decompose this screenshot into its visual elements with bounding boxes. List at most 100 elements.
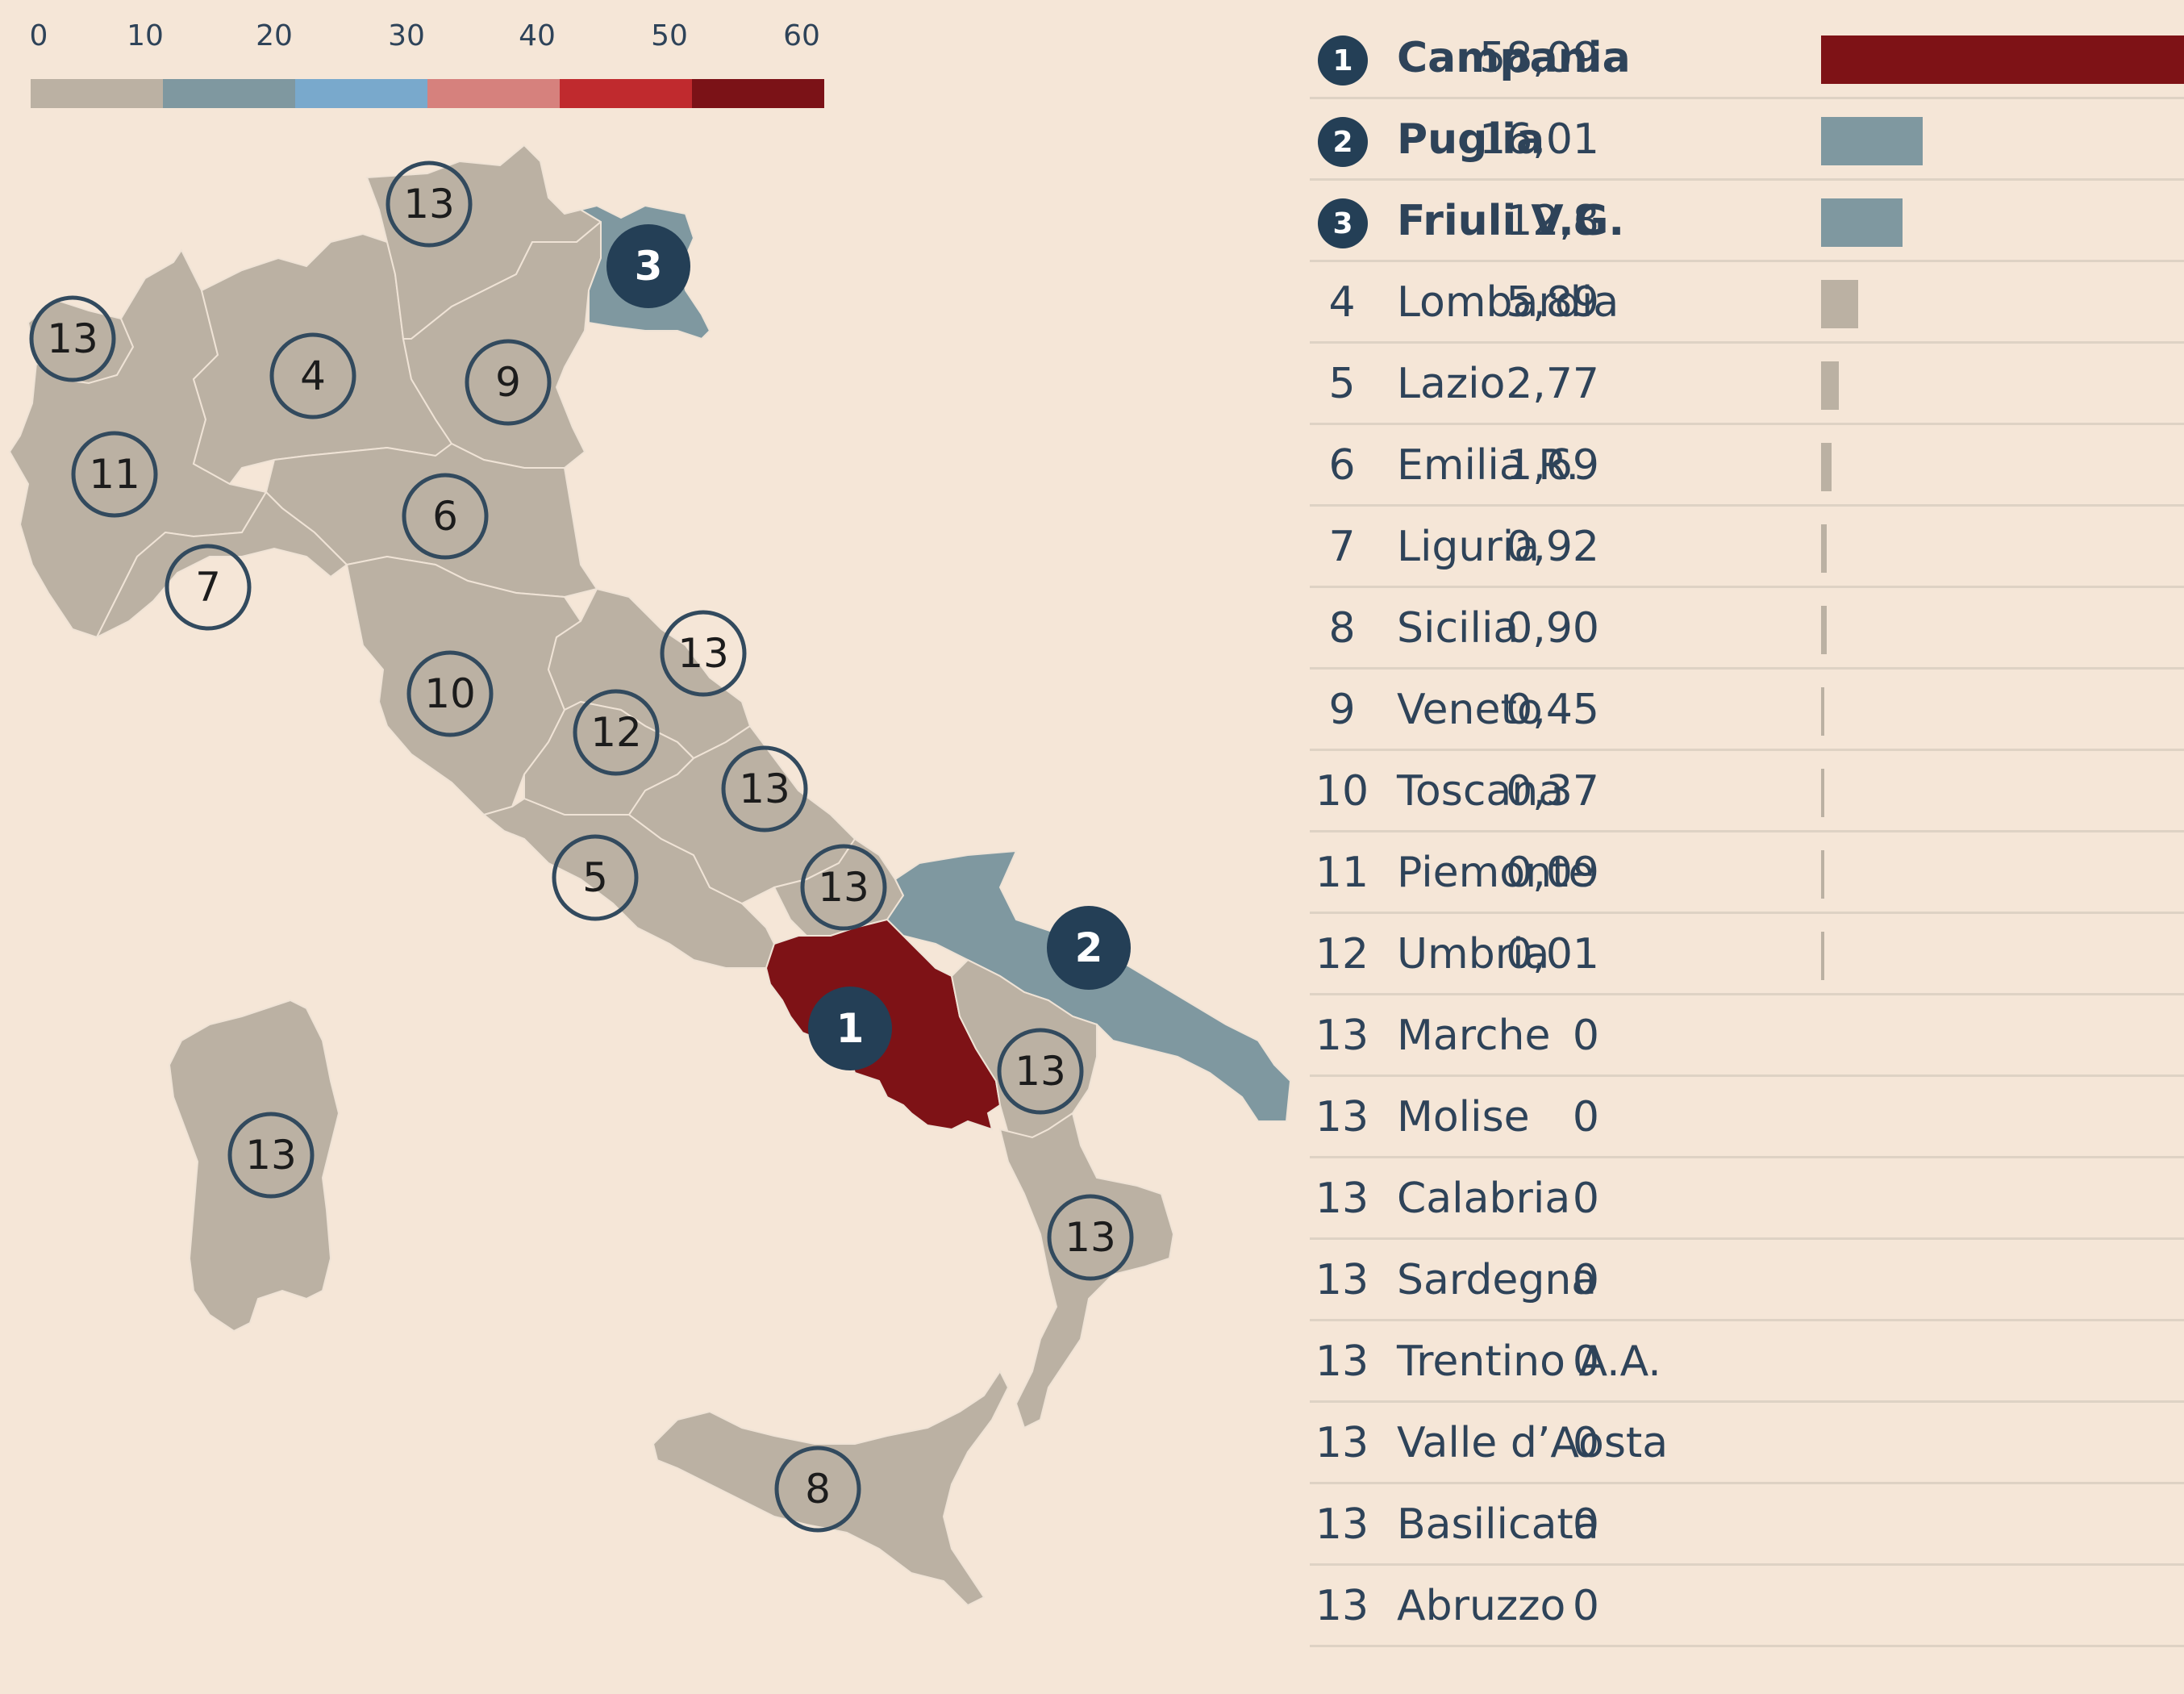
rank-number: 6 (1328, 441, 1356, 490)
badge-label: 6 (432, 493, 458, 540)
badge-circle (1047, 1194, 1134, 1281)
badge-label: 13 (739, 766, 790, 812)
badge-circle (1047, 906, 1131, 990)
ranking-row: 7 Liguria 0,92 (1310, 507, 2184, 588)
map-badge-basilicata: 13 (997, 1028, 1084, 1115)
map-badge-molise: 13 (800, 844, 887, 931)
rank-badge: 1 (1318, 35, 1368, 86)
ranking-row: 1 Campania 58,09 (1310, 18, 2184, 99)
rank-number: 13 (1315, 1175, 1369, 1223)
region-name: Liguria (1397, 523, 1540, 571)
badge-circle (660, 610, 747, 697)
map-badge-sardegna: 13 (227, 1112, 315, 1199)
badge-label: 4 (300, 353, 326, 399)
badge-label: 13 (245, 1132, 297, 1179)
rank-number: 12 (1315, 930, 1369, 978)
badge-label: 2 (1075, 924, 1103, 971)
ranking-row: 6 Emilia R. 1,69 (1310, 425, 2184, 507)
badge-circle (406, 650, 494, 737)
ranking-row: 3 Friuli V.G. 12,8 (1310, 181, 2184, 262)
badge-label: 10 (424, 670, 476, 717)
region-basilicata[interactable] (950, 958, 1098, 1139)
legend-tick: 60 (783, 19, 820, 52)
ranking-row: 11 Piemonte 0,09 (1310, 832, 2184, 914)
legend-tick: 0 (29, 19, 48, 52)
rank-number: 13 (1315, 1500, 1369, 1549)
region-value: 0 (1572, 1582, 1599, 1630)
region-name: Marche (1397, 1012, 1551, 1060)
value-bar (1821, 769, 1824, 817)
region-value: 12,8 (1506, 197, 1599, 245)
badge-label: 12 (590, 709, 642, 756)
map-badge-abruzzo: 13 (721, 745, 808, 832)
badge-circle (465, 339, 552, 426)
ranking-row: 5 Lazio 2,77 (1310, 344, 2184, 425)
legend-bar-10-20 (163, 79, 295, 108)
badge-label: 11 (89, 451, 140, 498)
region-value: 0,09 (1506, 849, 1599, 897)
region-name: Puglia (1397, 115, 1545, 164)
region-sicilia[interactable] (652, 1370, 1010, 1607)
badge-label: 13 (1015, 1048, 1066, 1095)
ranking-list: 1 Campania 58,09 2 Puglia 16,01 3 Friuli V.G. 12… (1310, 18, 2184, 1647)
region-sardegna[interactable] (168, 999, 340, 1333)
badge-label: 13 (818, 864, 869, 911)
badge-circle (386, 161, 473, 248)
legend-tick: 40 (519, 19, 556, 52)
ranking-row: 13 Abruzzo 0 (1310, 1566, 2184, 1647)
region-name: Calabria (1397, 1175, 1571, 1223)
region-name: Campania (1397, 34, 1631, 82)
map-badge-marche: 13 (660, 610, 747, 697)
region-name: Lazio (1397, 360, 1506, 408)
region-value: 16,01 (1479, 115, 1599, 164)
map-badge-puglia: 2 (1047, 906, 1131, 990)
map-badge-piemonte: 11 (71, 431, 158, 518)
region-value: 0 (1572, 1337, 1599, 1386)
badge-circle (165, 544, 252, 631)
region-value: 0,01 (1506, 930, 1599, 978)
badge-label: 8 (805, 1466, 831, 1512)
ranking-row: 9 Veneto 0,45 (1310, 670, 2184, 751)
region-name: Sardegna (1397, 1256, 1598, 1304)
rank-number: 13 (1315, 1582, 1369, 1630)
value-bar (1821, 117, 1924, 165)
region-value: 0,90 (1506, 604, 1599, 653)
region-value: 0 (1572, 1256, 1599, 1304)
region-name: Trentino A.A. (1397, 1337, 1661, 1386)
ranking-row: 2 Puglia 16,01 (1310, 99, 2184, 181)
region-name: Emilia R. (1397, 441, 1580, 490)
badge-label: 13 (677, 630, 729, 677)
value-bar (1821, 35, 2184, 84)
region-name: Friuli V.G. (1397, 197, 1625, 245)
region-calabria[interactable] (998, 1112, 1175, 1429)
region-value: 0 (1572, 1093, 1599, 1141)
badge-label: 7 (195, 564, 221, 611)
value-bar (1821, 524, 1828, 573)
badge-circle (269, 332, 356, 419)
badge-circle (227, 1112, 315, 1199)
ranking-row: 13 Calabria 0 (1310, 1158, 2184, 1240)
badge-circle (552, 834, 639, 921)
rank-badge: 3 (1318, 198, 1368, 248)
map-badge-umbria: 12 (573, 689, 660, 776)
rank-number: 13 (1315, 1256, 1369, 1304)
region-name: Piemonte (1397, 849, 1594, 897)
badge-label: 9 (495, 359, 521, 406)
map-badge-valle: 13 (29, 295, 116, 382)
legend-bar-20-30 (295, 79, 427, 108)
color-scale-legend: 0 10 20 30 40 50 60 (29, 16, 826, 108)
rank-number: 4 (1328, 278, 1356, 327)
ranking-row: 13 Basilicata 0 (1310, 1484, 2184, 1566)
region-value: 5,89 (1506, 278, 1599, 327)
value-bar (1821, 606, 1828, 654)
ranking-row: 13 Marche 0 (1310, 995, 2184, 1077)
ranking-row: 4 Lombardia 5,89 (1310, 262, 2184, 344)
badge-label: 3 (635, 243, 663, 290)
badge-label: 5 (582, 854, 608, 901)
badge-circle (606, 224, 690, 308)
map-badge-lombardia: 4 (269, 332, 356, 419)
badge-circle (402, 473, 489, 560)
rank-number: 13 (1315, 1337, 1369, 1386)
value-bar (1821, 198, 1903, 247)
rank-number: 10 (1315, 767, 1369, 816)
